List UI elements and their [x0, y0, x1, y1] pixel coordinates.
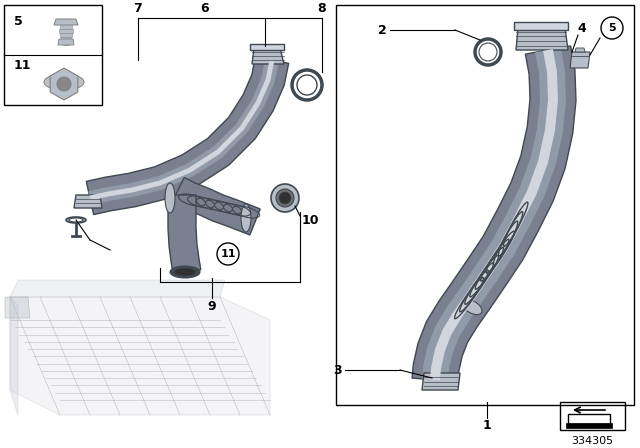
- Circle shape: [601, 17, 623, 39]
- Text: 5: 5: [14, 15, 23, 28]
- Polygon shape: [516, 28, 568, 50]
- Polygon shape: [10, 297, 18, 415]
- Ellipse shape: [170, 266, 200, 278]
- Polygon shape: [5, 297, 30, 318]
- Polygon shape: [412, 46, 576, 382]
- Polygon shape: [172, 177, 260, 235]
- Polygon shape: [566, 423, 612, 428]
- Text: 4: 4: [578, 22, 586, 34]
- Text: 11: 11: [14, 59, 31, 72]
- Polygon shape: [90, 60, 275, 200]
- Text: 6: 6: [201, 1, 209, 14]
- Polygon shape: [10, 280, 225, 297]
- Polygon shape: [514, 22, 568, 30]
- Text: 5: 5: [608, 23, 616, 33]
- Polygon shape: [10, 297, 270, 415]
- Polygon shape: [58, 39, 74, 45]
- Polygon shape: [60, 25, 72, 29]
- Text: 3: 3: [333, 363, 342, 376]
- Polygon shape: [88, 59, 279, 205]
- Ellipse shape: [174, 268, 196, 276]
- Ellipse shape: [462, 299, 482, 314]
- Polygon shape: [54, 19, 78, 25]
- Polygon shape: [422, 373, 460, 390]
- Polygon shape: [250, 44, 284, 50]
- Ellipse shape: [66, 217, 86, 223]
- Text: 7: 7: [134, 1, 142, 14]
- Ellipse shape: [44, 74, 84, 90]
- Polygon shape: [63, 41, 69, 45]
- Polygon shape: [430, 49, 558, 380]
- Polygon shape: [252, 48, 284, 64]
- Polygon shape: [59, 29, 73, 33]
- Polygon shape: [86, 56, 289, 215]
- Text: 8: 8: [317, 1, 326, 14]
- Ellipse shape: [271, 184, 299, 212]
- Text: 11: 11: [220, 249, 236, 259]
- Ellipse shape: [69, 218, 83, 222]
- Ellipse shape: [241, 204, 251, 232]
- Ellipse shape: [279, 192, 291, 204]
- Text: 334305: 334305: [572, 436, 614, 446]
- Text: 9: 9: [208, 300, 216, 313]
- Polygon shape: [168, 195, 201, 274]
- Polygon shape: [61, 37, 70, 41]
- Polygon shape: [570, 52, 590, 68]
- Polygon shape: [422, 47, 566, 381]
- Ellipse shape: [276, 189, 294, 207]
- Polygon shape: [60, 33, 72, 37]
- Polygon shape: [575, 48, 585, 52]
- Circle shape: [57, 77, 71, 91]
- Polygon shape: [74, 195, 102, 208]
- Circle shape: [217, 243, 239, 265]
- Text: 10: 10: [301, 214, 319, 227]
- Ellipse shape: [165, 183, 175, 213]
- Text: 1: 1: [483, 418, 492, 431]
- Text: 2: 2: [378, 23, 387, 36]
